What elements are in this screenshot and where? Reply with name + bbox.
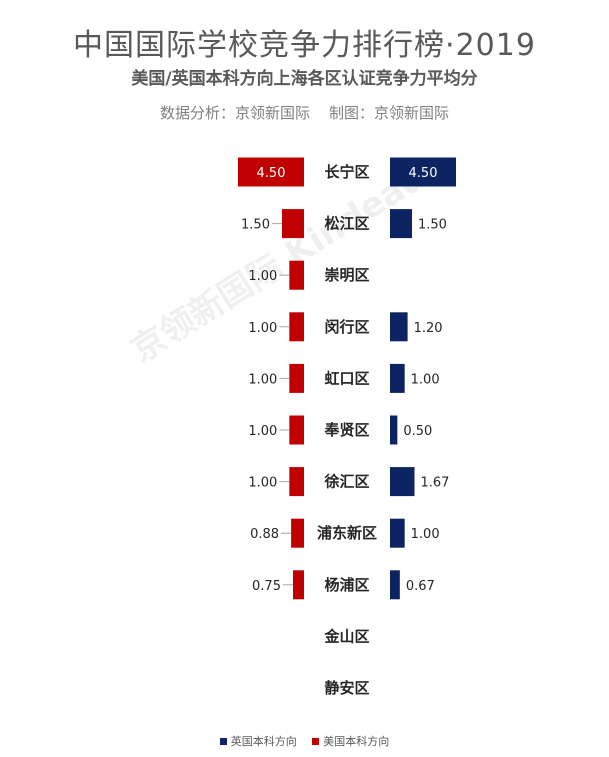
value-label-us: 1.00 [248,321,277,336]
category-label: 奉贤区 [323,421,369,439]
value-label-uk: 1.50 [418,218,447,233]
bar-us [292,570,304,600]
category-label: 金山区 [323,627,369,645]
bar-uk [390,415,398,445]
bar-uk [390,157,457,187]
chart-credit: 数据分析：京领新国际 制图：京领新国际 [159,104,450,122]
value-label-us: 1.00 [248,476,277,491]
legend-swatch-uk [219,737,227,745]
bar-us [281,209,304,239]
value-label-us: 0.88 [250,527,279,542]
bar-us [237,157,304,187]
legend-item-us: 美国本科方向 [312,733,389,749]
value-label-uk: 0.50 [403,424,432,439]
bar-uk [390,312,408,342]
chart-legend: 英国本科方向 美国本科方向 [0,733,609,749]
bar-us [289,312,304,342]
category-label: 崇明区 [324,266,369,284]
value-label-us: 4.50 [257,166,286,181]
bar-uk [390,209,413,239]
category-label: 松江区 [324,215,369,233]
bar-us [291,518,304,548]
bar-uk [390,363,405,393]
bar-us [289,363,304,393]
value-label-uk: 1.00 [411,372,440,387]
legend-label-uk: 英国本科方向 [230,735,297,748]
value-label-uk: 0.67 [406,579,435,594]
value-label-uk: 1.00 [411,527,440,542]
bar-us [289,260,304,290]
legend-swatch-us [312,737,320,745]
chart-title: 中国国际学校竞争力排行榜·2019 [73,28,536,63]
bar-uk [390,570,400,600]
value-label-us: 0.75 [252,579,281,594]
category-label: 杨浦区 [324,576,369,594]
category-label: 虹口区 [324,369,369,387]
category-label: 静安区 [324,679,369,697]
value-label-us: 1.00 [248,424,277,439]
value-label-uk: 1.67 [420,476,449,491]
category-label: 浦东新区 [317,524,377,542]
value-label-uk: 4.50 [409,166,438,181]
bar-us [289,415,304,445]
value-label-us: 1.50 [241,218,270,233]
value-label-us: 1.00 [248,372,277,387]
chart-subtitle: 美国/英国本科方向上海各区认证竞争力平均分 [131,69,478,89]
value-label-uk: 1.20 [414,321,443,336]
legend-item-uk: 英国本科方向 [219,733,297,749]
bar-us [289,467,304,497]
category-label: 长宁区 [324,163,369,181]
legend-label-us: 美国本科方向 [323,735,390,748]
category-label: 徐汇区 [323,473,369,491]
bar-uk [390,467,415,497]
bar-uk [390,518,405,548]
value-label-us: 1.00 [248,269,277,284]
category-label: 闵行区 [324,318,369,336]
